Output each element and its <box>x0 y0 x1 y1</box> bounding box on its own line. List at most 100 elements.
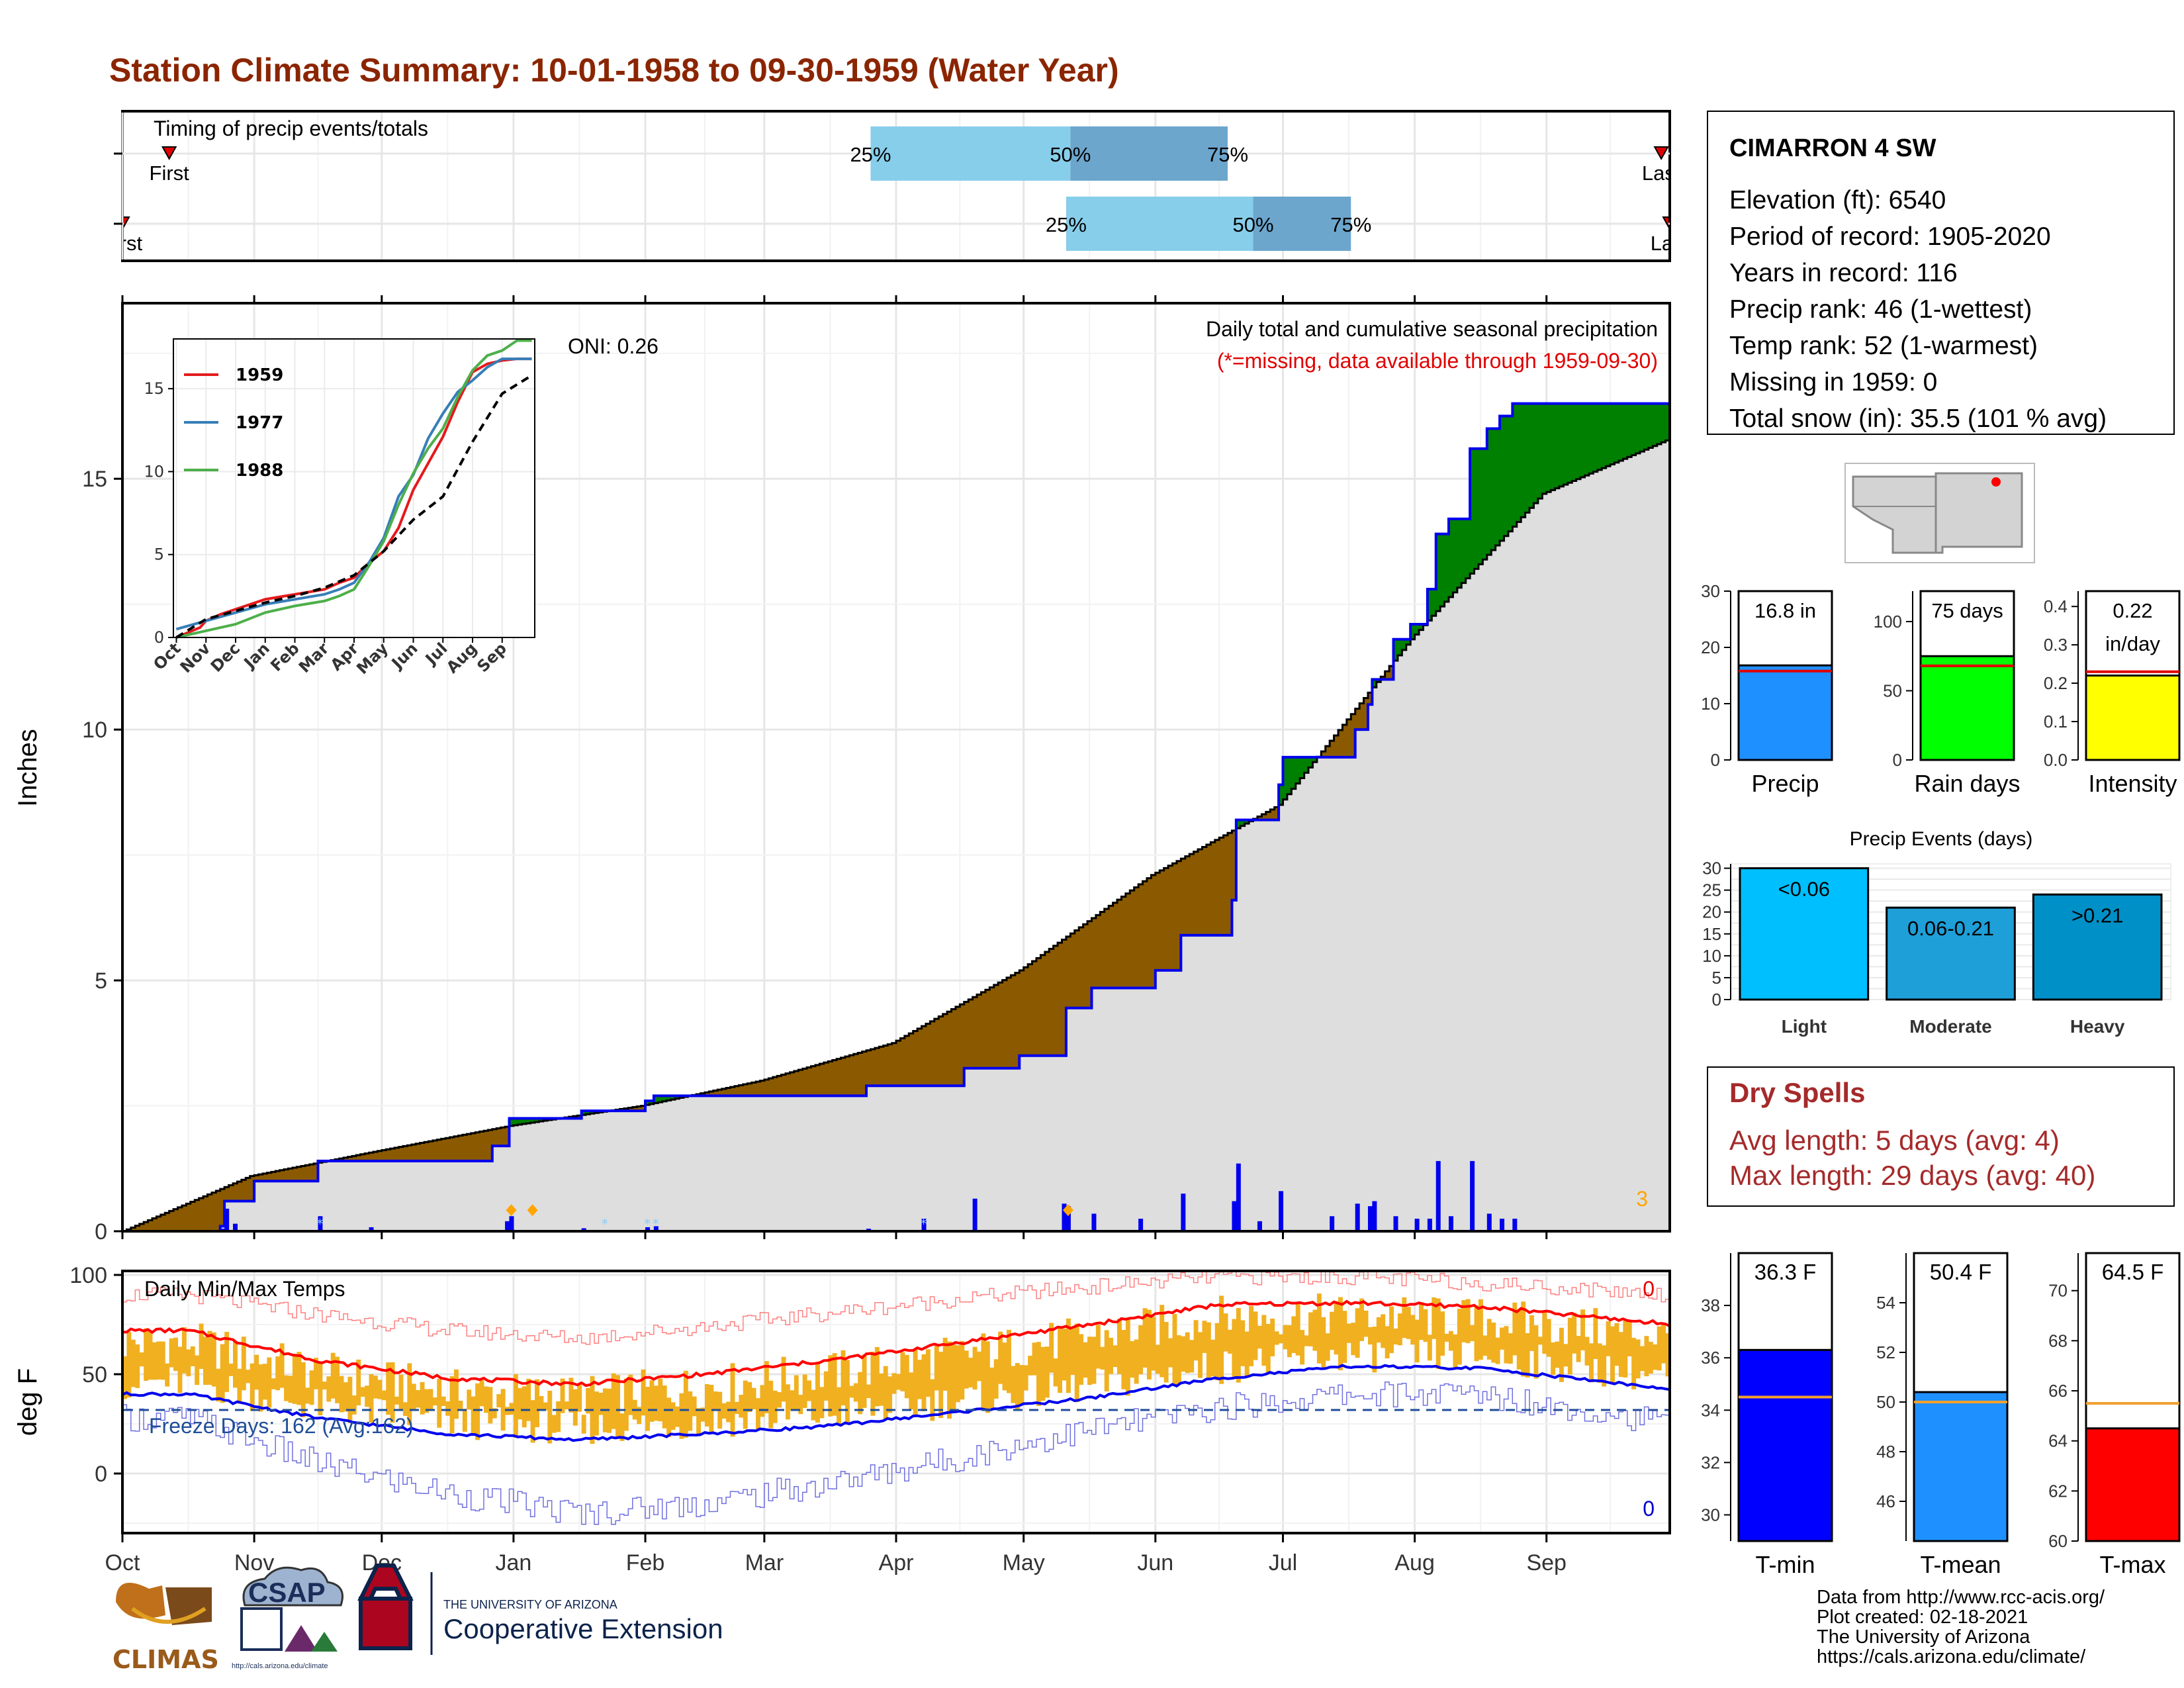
event-bar <box>1886 906 2016 1001</box>
below-normal-fill <box>777 1076 782 1096</box>
daily-temp-bar <box>156 1341 161 1380</box>
station-line: Total snow (in): 35.5 (101 % avg) <box>1729 404 2107 433</box>
daily-temp-bar <box>1176 1335 1181 1385</box>
daily-temp-bar <box>1516 1309 1522 1370</box>
daily-temp-bar <box>1193 1320 1199 1361</box>
daily-temp-bar <box>539 1395 544 1411</box>
daily-precip-bar <box>1091 1213 1097 1230</box>
credit-line: Data from http://www.rcc-acis.org/ <box>1817 1587 2105 1608</box>
daily-temp-bar <box>543 1402 548 1411</box>
daily-temp-bar <box>1265 1323 1271 1373</box>
daily-temp-bar <box>683 1370 688 1438</box>
daily-temp-bar <box>1117 1319 1122 1374</box>
daily-precip-bar <box>1486 1213 1492 1230</box>
daily-temp-bar <box>1572 1313 1577 1354</box>
summary-ytick-label: 0 <box>1893 750 1902 770</box>
inset-legend-label: 1959 <box>236 365 283 385</box>
below-normal-fill <box>449 1137 455 1161</box>
daily-temp-bar <box>1588 1343 1594 1383</box>
below-normal-fill <box>292 1168 297 1182</box>
daily-temp-bar <box>679 1393 684 1439</box>
summary-ytick-label: 46 <box>1876 1491 1895 1511</box>
daily-temp-bar <box>1427 1335 1432 1361</box>
above-normal-fill <box>1644 403 1649 450</box>
above-normal-fill <box>1602 403 1607 469</box>
above-normal-fill <box>1244 820 1250 824</box>
daily-temp-bar <box>475 1383 480 1440</box>
daily-temp-bar <box>653 1385 659 1421</box>
daily-temp-bar <box>190 1346 195 1366</box>
summary-ytick-label: 0 <box>1711 750 1720 770</box>
below-normal-fill <box>1160 870 1165 970</box>
summary-ytick-label: 60 <box>2048 1531 2068 1551</box>
daily-temp-bar <box>1432 1297 1437 1339</box>
month-xtick-label: Jun <box>1137 1550 1173 1575</box>
daily-temp-bar <box>1066 1318 1071 1393</box>
daily-temp-bar <box>483 1386 488 1413</box>
above-normal-fill <box>1529 403 1535 508</box>
daily-temp-bar <box>381 1390 387 1401</box>
inset-ytick-label: 5 <box>154 545 164 564</box>
daily-temp-bar <box>1602 1345 1607 1387</box>
daily-temp-bar <box>619 1413 625 1441</box>
below-normal-fill <box>467 1134 472 1161</box>
above-normal-fill <box>1576 403 1581 479</box>
daily-temp-bar <box>1091 1336 1097 1384</box>
daily-temp-bar <box>1287 1325 1292 1358</box>
below-normal-fill <box>1062 939 1067 1056</box>
freeze-days-label: Freeze Days: 162 (Avg:162) <box>149 1414 414 1438</box>
above-normal-fill <box>1461 518 1467 583</box>
daily-temp-bar <box>751 1387 756 1410</box>
daily-temp-bar <box>811 1389 816 1421</box>
above-normal-fill <box>581 1111 586 1115</box>
inset-series-line <box>175 374 533 639</box>
daily-temp-bar <box>1007 1329 1011 1393</box>
below-normal-fill <box>1040 955 1046 1056</box>
daily-temp-bar <box>675 1406 680 1427</box>
daily-temp-bar <box>853 1383 858 1402</box>
above-normal-fill <box>1291 757 1297 789</box>
daily-temp-bar <box>551 1415 557 1433</box>
daily-temp-bar <box>819 1387 825 1419</box>
above-normal-fill <box>1551 403 1556 491</box>
daily-temp-bar <box>1381 1314 1386 1348</box>
event-category-label: Heavy <box>2070 1016 2125 1037</box>
daily-temp-bar <box>1580 1309 1586 1350</box>
daily-temp-bar <box>1635 1339 1641 1379</box>
daily-temp-bar <box>1151 1317 1156 1371</box>
daily-temp-bar <box>1623 1320 1628 1378</box>
above-normal-fill <box>539 1118 544 1122</box>
month-xtick-label: Aug <box>1394 1550 1435 1575</box>
above-normal-fill <box>1516 403 1522 522</box>
above-normal-fill <box>535 1118 540 1122</box>
daily-temp-bar <box>1210 1339 1216 1377</box>
summary-category-label: T-mean <box>1920 1551 2001 1578</box>
dry-spells-line: Max length: 29 days (avg: 40) <box>1729 1160 2095 1191</box>
below-normal-fill <box>726 1088 731 1096</box>
daily-temp-bar <box>1079 1334 1084 1385</box>
daily-precip-bar <box>1427 1219 1432 1230</box>
daily-temp-bar <box>1653 1344 1658 1370</box>
daily-temp-bar <box>411 1383 416 1410</box>
daily-temp-bar <box>1240 1320 1246 1366</box>
daily-temp-bar <box>623 1378 629 1431</box>
above-normal-fill <box>1402 639 1407 650</box>
daily-temp-bar <box>335 1356 340 1403</box>
ua-cooperative-extension-logo: THE UNIVERSITY OF ARIZONA Cooperative Ex… <box>357 1564 723 1655</box>
daily-temp-bar <box>424 1389 429 1413</box>
below-normal-fill <box>832 1060 837 1096</box>
above-normal-fill <box>1287 757 1292 794</box>
month-xtick-label: Jul <box>1269 1550 1297 1575</box>
daily-temp-bar <box>314 1358 318 1389</box>
daily-temp-bar <box>377 1380 383 1399</box>
daily-temp-bar <box>1393 1329 1398 1345</box>
dry-spells-box: Dry Spells Avg length: 5 days (avg: 4) M… <box>1707 1066 2175 1207</box>
precip-chart-subtitle: (*=missing, data available through 1959-… <box>1217 349 1658 373</box>
precip-ytick-label: 0 <box>95 1219 107 1244</box>
daily-temp-bar <box>1563 1344 1569 1367</box>
below-normal-fill <box>925 1023 931 1086</box>
record-min-line <box>124 1381 1668 1525</box>
daily-temp-bar <box>1032 1342 1037 1376</box>
above-normal-fill <box>1559 403 1565 487</box>
